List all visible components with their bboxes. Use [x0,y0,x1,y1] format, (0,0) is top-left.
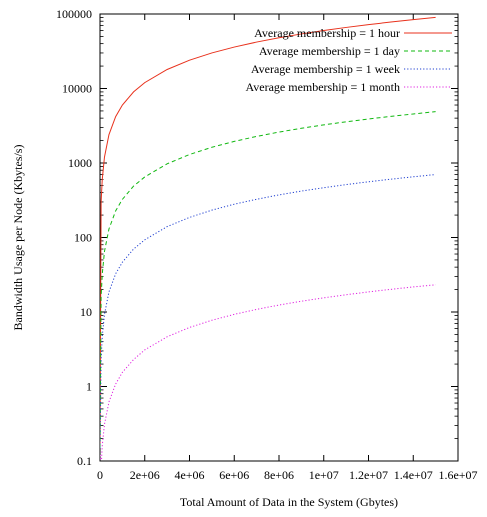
legend-label-2: Average membership = 1 day [259,44,400,58]
y-tick-label: 100 [74,231,92,245]
y-tick-label: 0.1 [77,454,92,468]
x-tick-label: 6e+06 [219,468,249,482]
legend-label-3: Average membership = 1 week [251,62,400,76]
y-axis-label: Bandwidth Usage per Node (Kbytes/s) [11,145,25,331]
y-tick-label: 10 [80,305,92,319]
x-tick-label: 4e+06 [174,468,204,482]
x-tick-label: 0 [97,468,103,482]
series-line-4 [100,284,436,461]
y-tick-label: 100000 [56,7,92,21]
series-line-2 [100,111,436,448]
x-tick-label: 1.2e+07 [349,468,388,482]
x-tick-label: 2e+06 [130,468,160,482]
x-tick-label: 1.6e+07 [438,468,477,482]
legend-label-4: Average membership = 1 month [245,80,400,94]
x-tick-label: 1.4e+07 [394,468,433,482]
x-tick-label: 8e+06 [264,468,294,482]
y-tick-label: 1 [86,380,92,394]
legend-label-1: Average membership = 1 hour [254,26,400,40]
series-line-3 [100,174,436,448]
x-axis-label: Total Amount of Data in the System (Gbyt… [180,495,398,509]
y-tick-label: 1000 [68,156,92,170]
series-line-1 [100,16,436,448]
y-tick-label: 10000 [62,82,92,96]
x-tick-label: 1e+07 [309,468,339,482]
